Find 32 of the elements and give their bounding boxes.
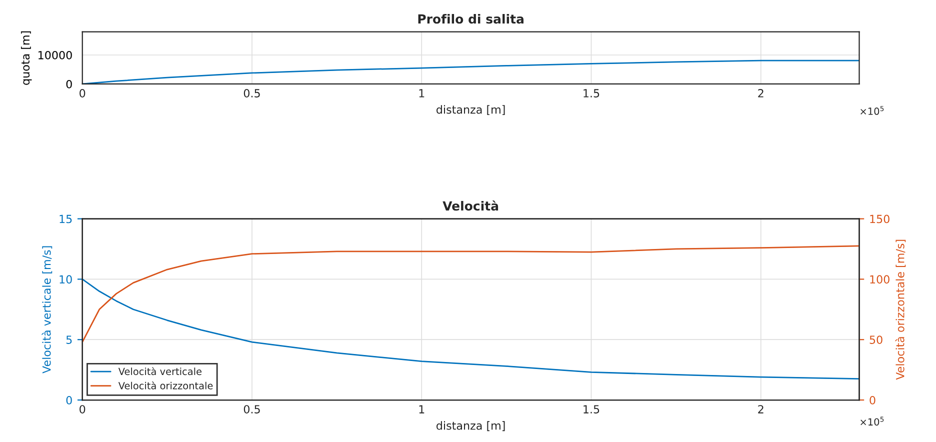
y-tick-label: 5	[66, 336, 72, 344]
y-axis-title: quota [m]	[20, 31, 32, 85]
y-tick-label: 0	[66, 80, 72, 88]
y-tick-label: 10000	[38, 50, 72, 60]
x-tick-label: 2	[758, 405, 764, 414]
line-series	[82, 245, 860, 343]
x-tick-label: 0	[80, 405, 86, 414]
y2-tick-label: 0	[870, 396, 876, 404]
legend-label: Velocità orizzontale	[118, 381, 213, 390]
y-tick-label: 15	[60, 214, 72, 224]
x-tick-label: 1.5	[584, 89, 600, 98]
x-axis-title: distanza [m]	[436, 105, 505, 116]
y2-tick-label: 50	[870, 336, 882, 344]
chart-title: Profilo di salita	[418, 14, 524, 24]
x-axis-title: distanza [m]	[436, 421, 505, 432]
x-tick-label: 1	[419, 405, 424, 414]
x-tick-label: 0.5	[244, 405, 260, 414]
y-tick-label: 0	[66, 396, 72, 404]
x-tick-label: 0	[80, 89, 86, 98]
y2-tick-label: 100	[870, 275, 890, 284]
y2-tick-label: 150	[870, 214, 890, 224]
x-tick-label: 1	[419, 89, 424, 98]
y-tick-label: 10	[60, 275, 72, 284]
y-axis-title: Velocità verticale [m/s]	[42, 246, 52, 374]
y2-axis-title: Velocità orizzontale [m/s]	[895, 240, 906, 380]
x-tick-label: 1.5	[584, 405, 600, 414]
text: ×10$^{5}$	[860, 416, 884, 426]
legend-label: Velocità verticale	[118, 367, 202, 376]
chart-title: Velocità	[442, 200, 498, 211]
x-tick-label: 2	[758, 89, 764, 98]
x-tick-label: 0.5	[244, 89, 260, 98]
text: ×10$^{5}$	[860, 106, 884, 115]
